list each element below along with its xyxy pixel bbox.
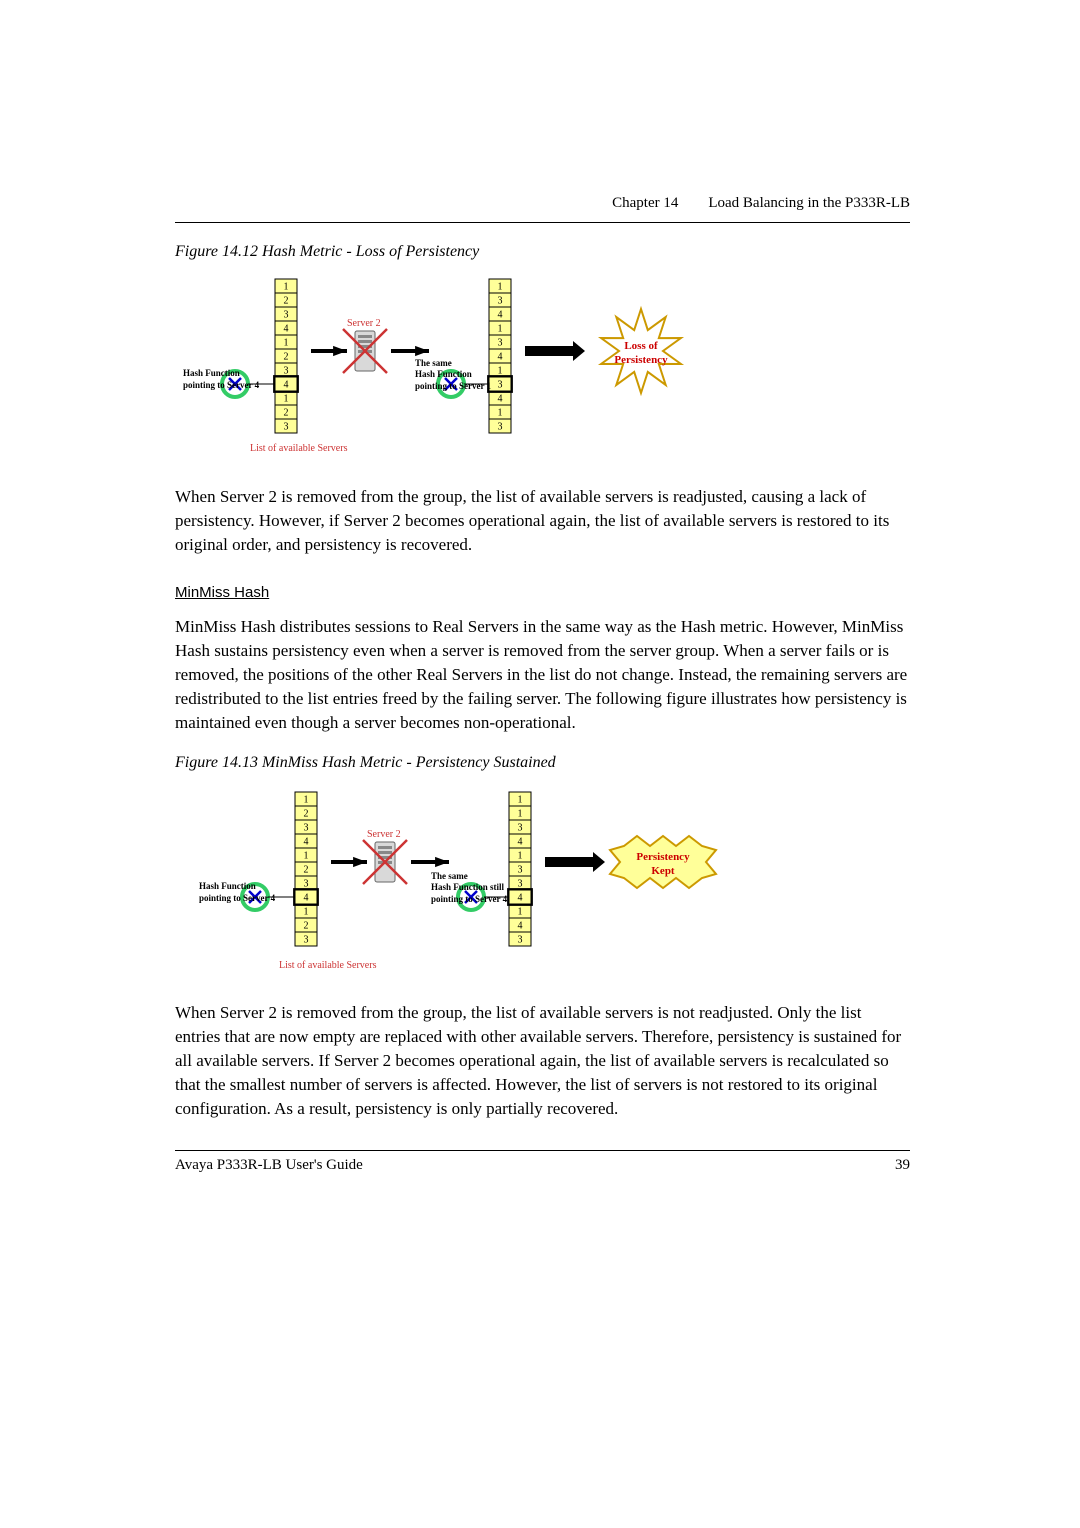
svg-text:3: 3 (498, 338, 503, 349)
svg-text:2: 2 (284, 296, 289, 307)
svg-text:4: 4 (518, 837, 523, 848)
svg-text:Server 2: Server 2 (367, 829, 401, 840)
svg-text:1: 1 (498, 366, 503, 377)
svg-text:3: 3 (518, 879, 523, 890)
svg-text:1: 1 (304, 851, 309, 862)
svg-text:pointing to Server 4: pointing to Server 4 (183, 380, 260, 390)
page-footer: Avaya P333R-LB User's Guide 39 (175, 1151, 910, 1174)
svg-text:2: 2 (284, 352, 289, 363)
svg-text:4: 4 (284, 380, 289, 391)
page-header: Chapter 14 Load Balancing in the P333R-L… (175, 195, 910, 212)
svg-text:3: 3 (518, 865, 523, 876)
svg-text:2: 2 (304, 809, 309, 820)
svg-text:3: 3 (284, 310, 289, 321)
header-rule (175, 222, 910, 223)
svg-text:Server 2: Server 2 (347, 318, 381, 329)
svg-text:Persistency: Persistency (614, 354, 668, 366)
chapter-title: Load Balancing in the P333R-LB (708, 195, 910, 212)
svg-text:pointing to Server 4: pointing to Server 4 (431, 894, 508, 904)
figure-caption: Figure 14.13 MinMiss Hash Metric - Persi… (175, 754, 910, 772)
svg-text:1: 1 (304, 907, 309, 918)
svg-text:1: 1 (518, 851, 523, 862)
subheading: MinMiss Hash (175, 584, 910, 601)
svg-text:pointing to Server 4: pointing to Server 4 (199, 893, 276, 903)
svg-text:4: 4 (518, 893, 523, 904)
svg-text:3: 3 (304, 935, 309, 946)
svg-text:3: 3 (518, 823, 523, 834)
figure-12: 1 2 3 4 1 2 3 4 1 2 3 Hash Function pointing to Serv… (175, 271, 910, 471)
svg-text:1: 1 (518, 809, 523, 820)
svg-text:Hash Function: Hash Function (415, 369, 472, 379)
svg-text:4: 4 (284, 324, 289, 335)
page-number: 39 (895, 1157, 910, 1174)
paragraph: MinMiss Hash distributes sessions to Rea… (175, 615, 910, 734)
svg-text:3: 3 (304, 823, 309, 834)
svg-text:Persistency: Persistency (636, 851, 690, 863)
svg-text:List of available Servers: List of available Servers (250, 443, 348, 454)
svg-text:1: 1 (518, 907, 523, 918)
chapter-number: Chapter 14 (612, 195, 678, 212)
paragraph: When Server 2 is removed from the group,… (175, 485, 910, 556)
svg-text:2: 2 (304, 921, 309, 932)
svg-text:1: 1 (498, 408, 503, 419)
svg-text:3: 3 (518, 935, 523, 946)
svg-text:Kept: Kept (651, 865, 675, 877)
svg-text:4: 4 (304, 893, 309, 904)
svg-text:List of available Servers: List of available Servers (279, 960, 377, 971)
svg-text:The same: The same (431, 871, 468, 881)
svg-text:3: 3 (284, 422, 289, 433)
svg-text:1: 1 (284, 282, 289, 293)
figure-caption: Figure 14.12 Hash Metric - Loss of Persi… (175, 243, 910, 261)
svg-text:Hash Function still: Hash Function still (431, 882, 505, 892)
svg-text:Loss of: Loss of (624, 340, 658, 352)
svg-text:4: 4 (498, 352, 503, 363)
svg-text:pointing to Server 1: pointing to Server 1 (415, 381, 492, 391)
svg-text:3: 3 (284, 366, 289, 377)
svg-text:1: 1 (304, 795, 309, 806)
svg-text:2: 2 (284, 408, 289, 419)
svg-text:Hash Function: Hash Function (199, 881, 256, 891)
svg-text:1: 1 (518, 795, 523, 806)
guide-title: Avaya P333R-LB User's Guide (175, 1157, 363, 1174)
svg-text:1: 1 (284, 394, 289, 405)
svg-text:3: 3 (498, 296, 503, 307)
svg-text:Hash Function: Hash Function (183, 368, 240, 378)
svg-text:The same: The same (415, 358, 452, 368)
paragraph: When Server 2 is removed from the group,… (175, 1001, 910, 1120)
svg-text:4: 4 (498, 394, 503, 405)
svg-text:4: 4 (304, 837, 309, 848)
figure-13: 1 2 3 4 1 2 3 4 1 2 3 Hash Function pointing to Serv… (175, 782, 910, 987)
svg-text:3: 3 (304, 879, 309, 890)
svg-text:1: 1 (498, 282, 503, 293)
svg-text:4: 4 (518, 921, 523, 932)
svg-text:3: 3 (498, 380, 503, 391)
svg-text:2: 2 (304, 865, 309, 876)
svg-text:3: 3 (498, 422, 503, 433)
svg-text:4: 4 (498, 310, 503, 321)
svg-text:1: 1 (284, 338, 289, 349)
svg-text:1: 1 (498, 324, 503, 335)
